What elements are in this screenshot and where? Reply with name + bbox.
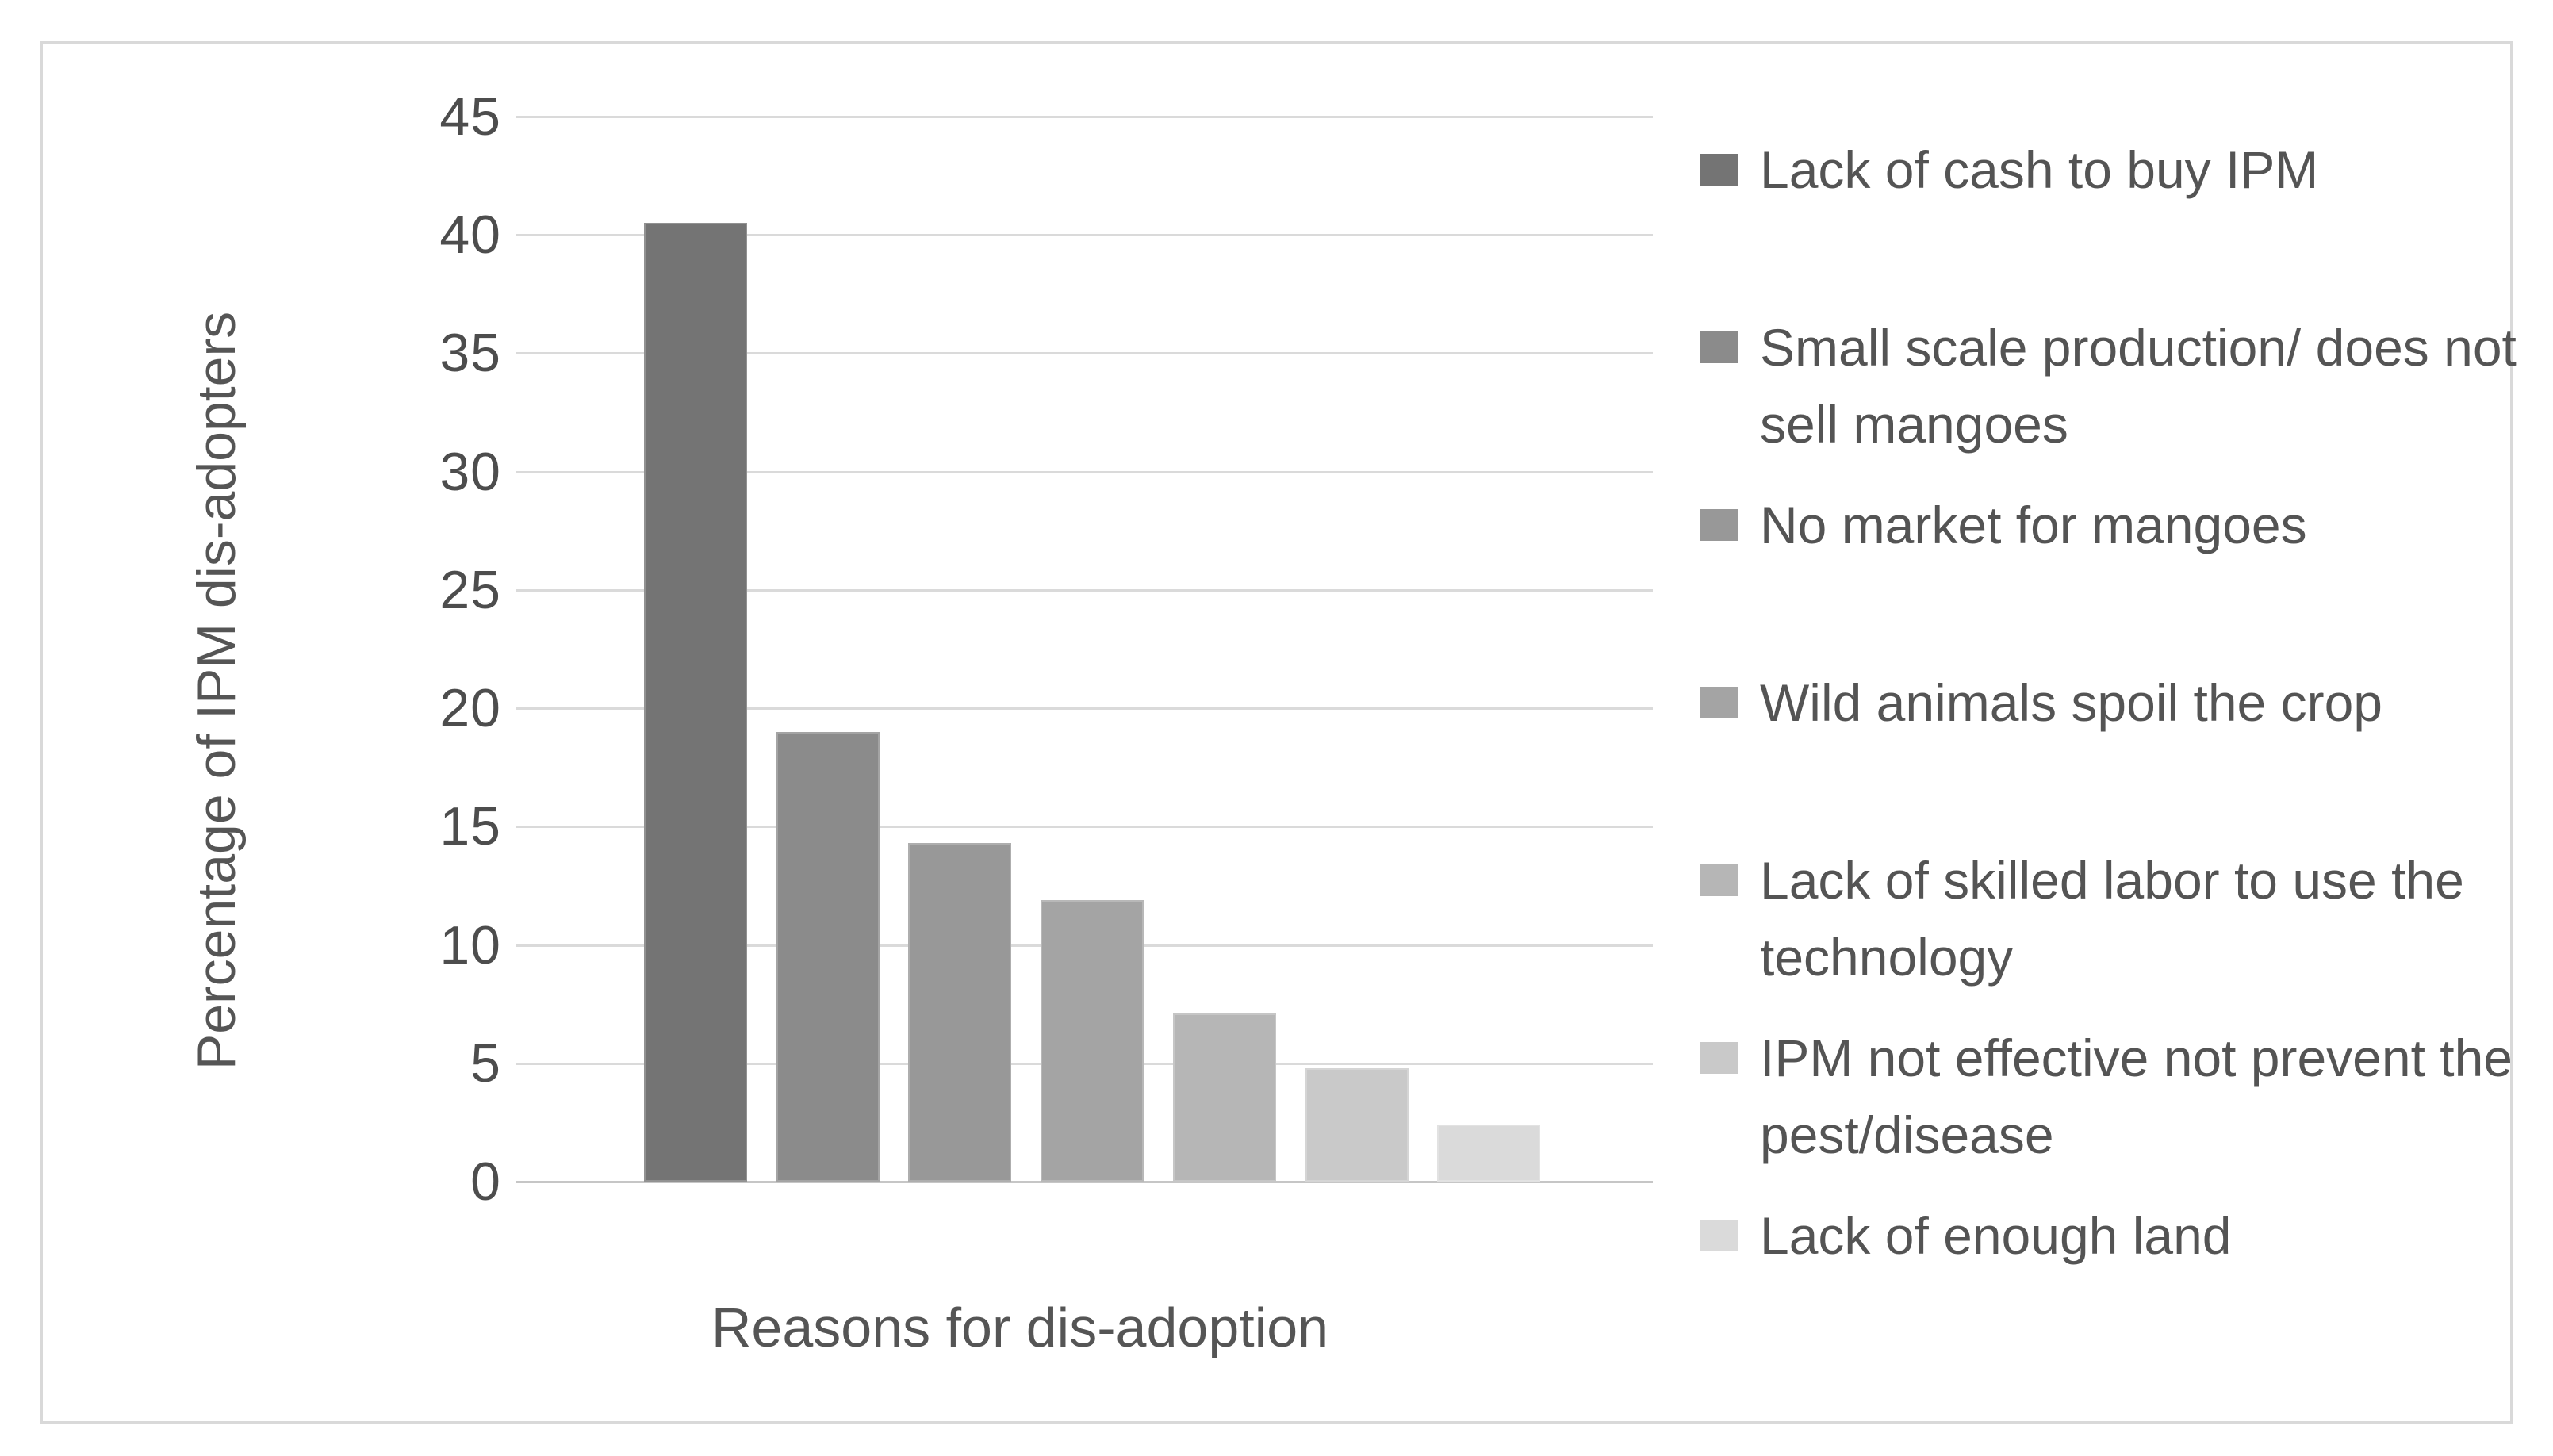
legend-swatch [1700, 1042, 1738, 1074]
gridline [516, 234, 1653, 237]
bar-4 [1041, 900, 1144, 1182]
y-tick-label: 10 [439, 914, 501, 975]
y-tick-label: 40 [439, 205, 501, 266]
gridline [516, 470, 1653, 473]
bar-6 [1305, 1068, 1409, 1182]
legend-label: IPM not effective not prevent the pest/d… [1760, 1029, 2513, 1164]
legend-label: Small scale production/ does not sell ma… [1760, 318, 2517, 454]
bar-2 [776, 732, 880, 1182]
gridline [516, 707, 1653, 711]
legend-label: No market for mangoes [1760, 496, 2307, 554]
legend-swatch [1700, 331, 1738, 363]
chart-frame: Percentage of IPM dis-adopters Reasons f… [40, 41, 2517, 1424]
y-tick-label: 5 [470, 1033, 501, 1094]
gridline [516, 116, 1653, 118]
legend-swatch [1700, 154, 1738, 186]
legend-label: Lack of enough land [1760, 1206, 2232, 1265]
legend-label: Wild animals spoil the crop [1760, 673, 2382, 732]
legend-swatch [1700, 687, 1738, 718]
legend-label: Lack of cash to buy IPM [1760, 140, 2319, 199]
gridline [516, 826, 1653, 829]
legend-swatch [1700, 509, 1738, 541]
y-tick-label: 45 [439, 86, 501, 147]
y-tick-label: 30 [439, 441, 501, 502]
legend-swatch [1700, 864, 1738, 896]
y-tick-label: 0 [470, 1151, 501, 1212]
bar-5 [1172, 1013, 1276, 1182]
bar-1 [644, 223, 747, 1182]
y-tick-label: 15 [439, 796, 501, 857]
gridline [516, 352, 1653, 355]
x-axis-line [516, 1181, 1653, 1183]
bar-7 [1437, 1125, 1541, 1182]
legend-swatch [1700, 1220, 1738, 1251]
y-axis-title: Percentage of IPM dis-adopters [186, 311, 247, 1071]
x-axis-title: Reasons for dis-adoption [711, 1297, 1329, 1358]
y-tick-label: 20 [439, 678, 501, 739]
y-tick-label: 35 [439, 323, 501, 384]
y-tick-label: 25 [439, 559, 501, 620]
legend-label: Lack of skilled labor to use the technol… [1760, 851, 2464, 987]
bar-3 [908, 843, 1012, 1182]
gridline [516, 588, 1653, 592]
